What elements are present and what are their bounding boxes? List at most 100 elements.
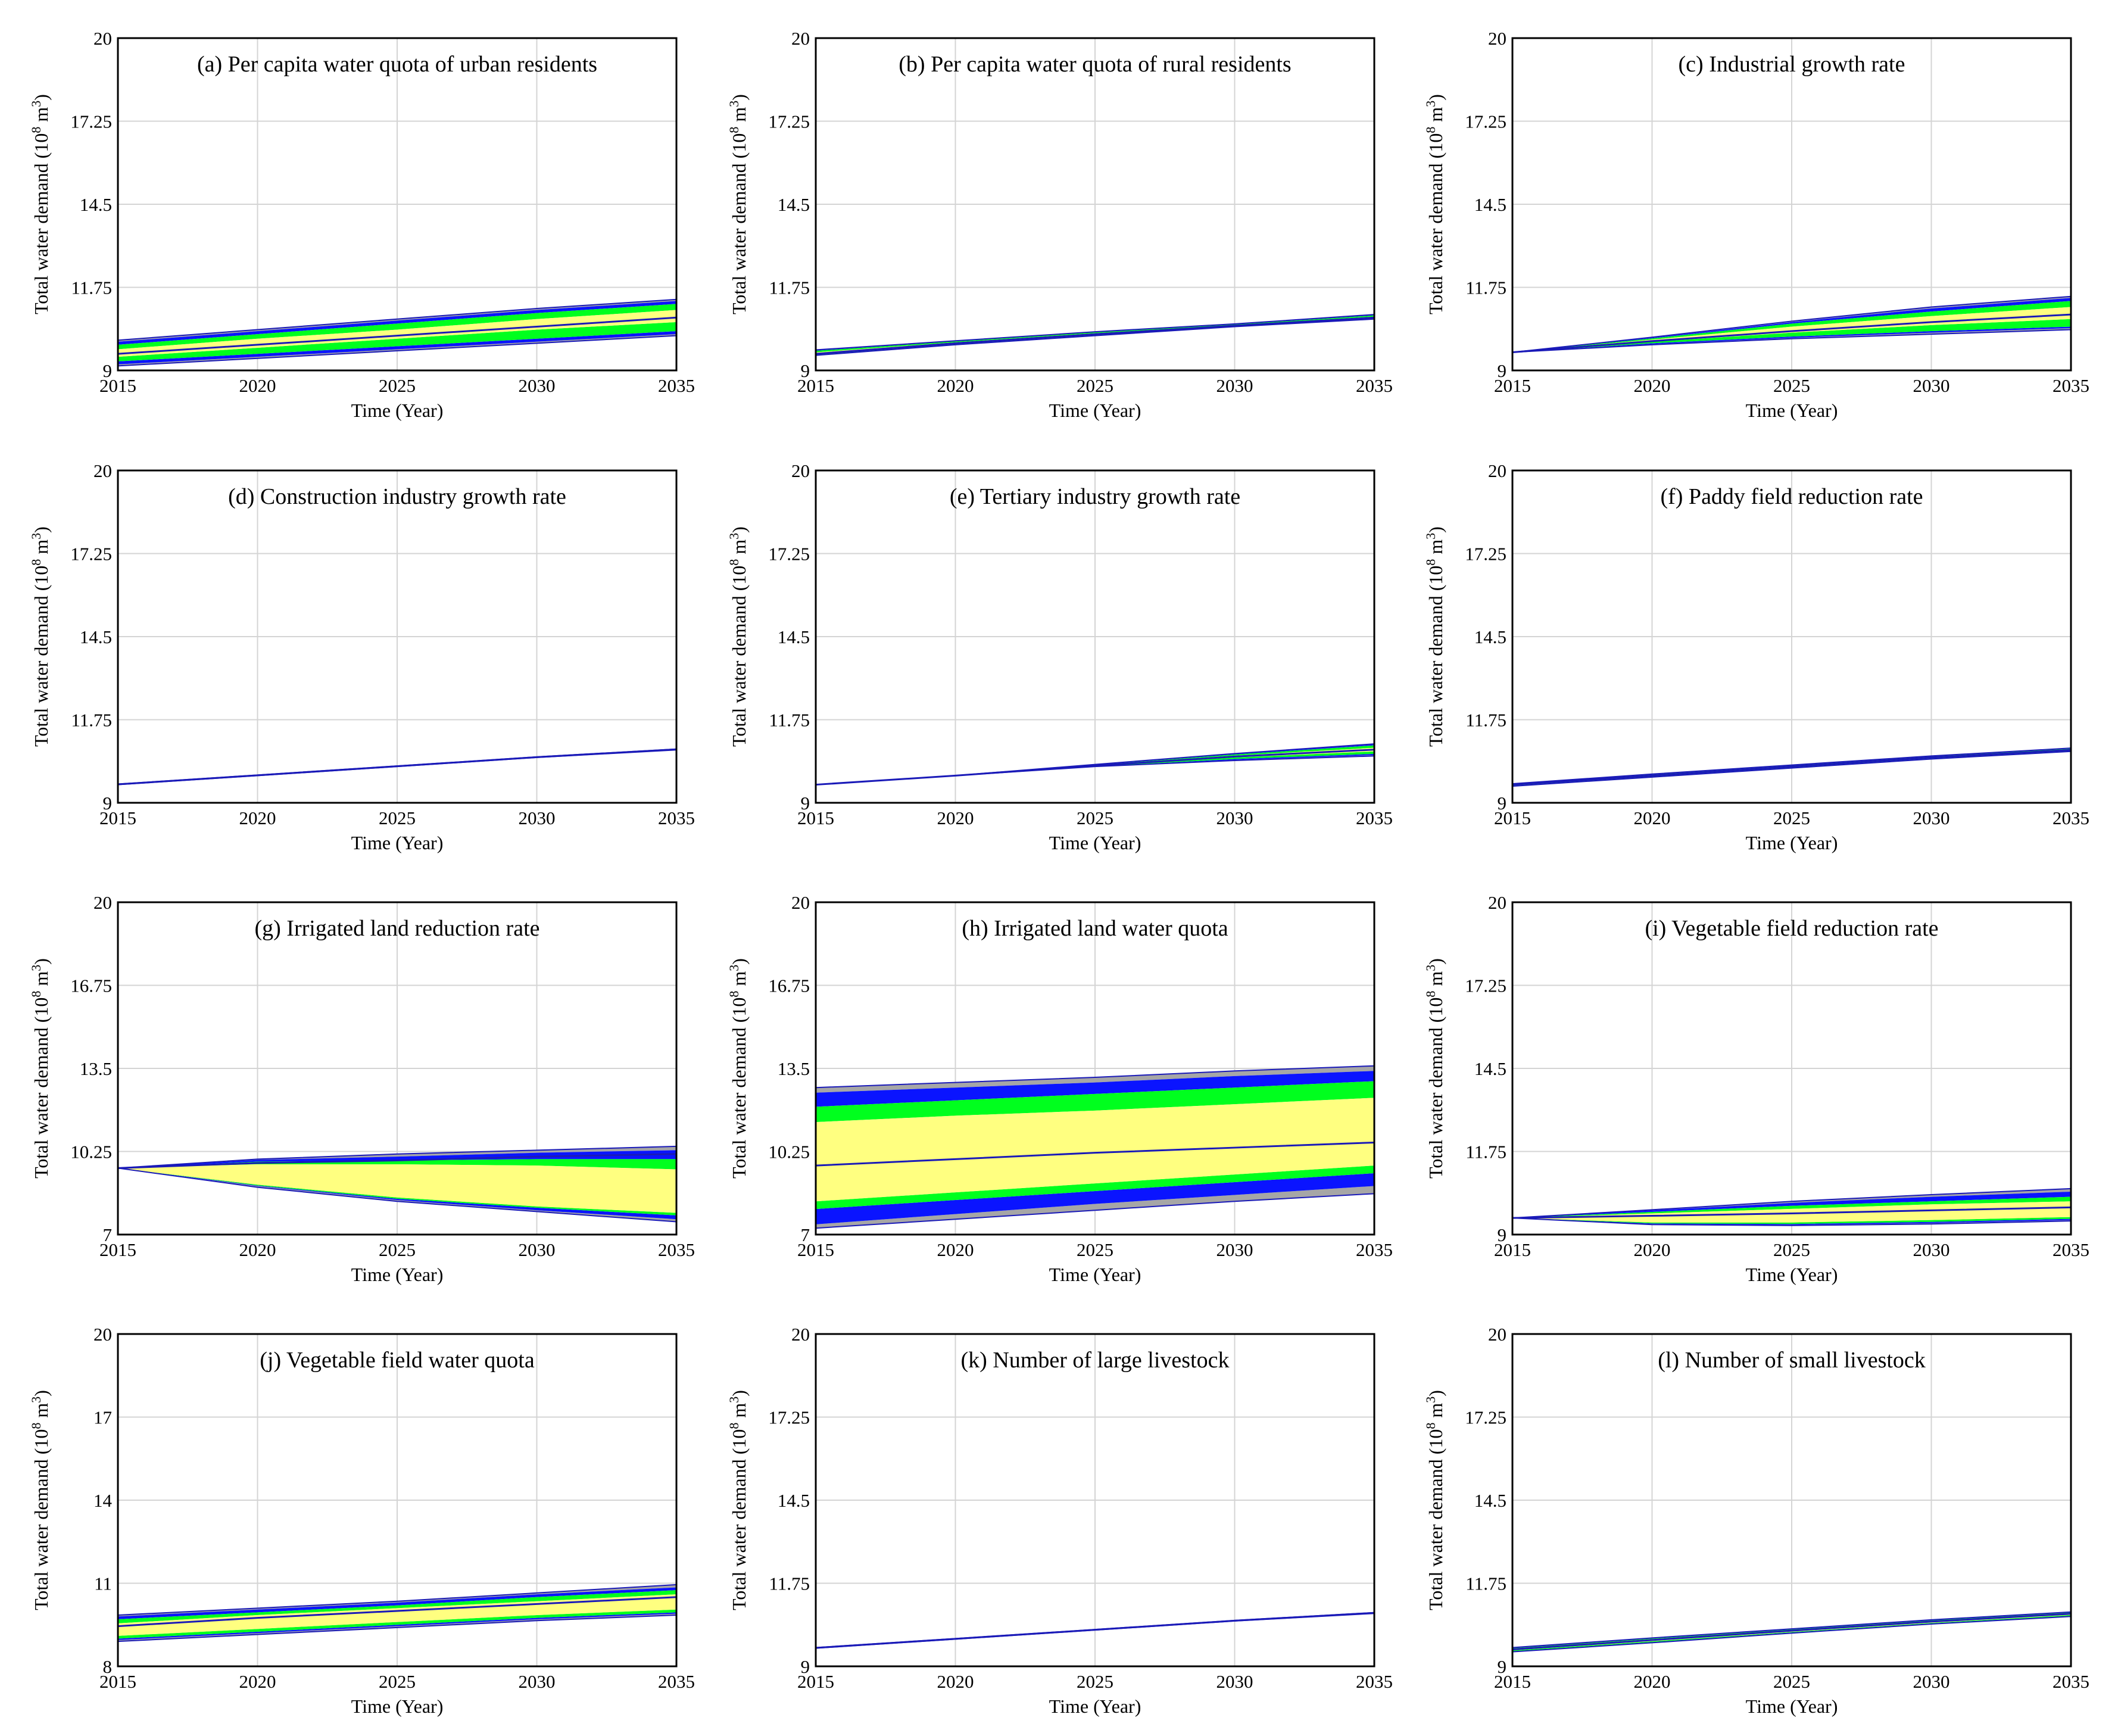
y-axis-label-part: 8 [29, 559, 43, 566]
median-line [1512, 749, 2072, 786]
band-95-lower [816, 753, 1374, 785]
lower-bound-line [1512, 1616, 2072, 1653]
upper-bound-line [1512, 295, 2072, 353]
x-tick-label: 2030 [1913, 808, 1950, 828]
chart-title: (f) Paddy field reduction rate [1660, 484, 1923, 509]
plot-frame [1511, 469, 2072, 804]
y-axis-label-part: m [728, 540, 750, 559]
x-tick-label: 2015 [99, 1671, 136, 1692]
band-75-upper [118, 304, 676, 350]
y-axis-label-part: m [728, 1403, 750, 1423]
plot-frame [1511, 901, 2072, 1236]
y-axis-label-part: 8 [726, 559, 741, 566]
y-tick-label: 11.75 [1465, 710, 1506, 731]
x-tick-label: 2025 [1077, 1239, 1113, 1260]
median-line [815, 316, 1375, 355]
x-tick-label: 2030 [519, 808, 556, 828]
x-tick-label: 2035 [1356, 1239, 1393, 1260]
y-tick-label: 14.5 [80, 627, 112, 647]
x-tick-label: 2035 [2053, 808, 2089, 828]
x-tick-label: 2030 [519, 375, 556, 396]
y-axis-label-part: m [728, 971, 750, 991]
band-75-lower [816, 1165, 1374, 1210]
band-outer-upper [1512, 1188, 2071, 1218]
y-tick-label: 9 [1498, 1656, 1507, 1677]
y-axis-label-part: 8 [29, 127, 43, 133]
chart-title: (a) Per capita water quota of urban resi… [197, 52, 597, 77]
y-axis-label-part: 8 [29, 991, 43, 998]
y-tick-label: 11.75 [71, 278, 112, 298]
x-tick-label: 2030 [1216, 1239, 1253, 1260]
y-tick-label: 11.75 [769, 710, 810, 731]
y-tick-label: 20 [791, 460, 810, 481]
median-line [1512, 313, 2072, 354]
y-tick-label: 9 [801, 1656, 810, 1677]
x-tick-label: 2015 [797, 1239, 834, 1260]
y-tick-label: 11.75 [71, 710, 112, 731]
x-tick-label: 2030 [519, 1239, 556, 1260]
y-axis-label-part: ) [30, 958, 52, 965]
band-75-lower [118, 1168, 676, 1215]
x-tick-label: 2035 [658, 808, 695, 828]
x-tick-label: 2015 [1494, 1239, 1531, 1260]
y-axis-label-part: 3 [29, 533, 43, 540]
x-tick-label: 2020 [937, 1239, 974, 1260]
y-tick-label: 14.5 [1474, 194, 1506, 215]
y-tick-label: 9 [1498, 360, 1507, 381]
x-tick-label: 2025 [379, 375, 416, 396]
upper-bound-line [815, 314, 1375, 351]
plot-frame [815, 469, 1375, 804]
x-tick-label: 2035 [2053, 1239, 2089, 1260]
y-tick-label: 20 [791, 28, 810, 49]
x-axis-label: Time (Year) [1746, 400, 1838, 421]
band-95-lower [118, 1168, 676, 1220]
x-tick-label: 2015 [797, 1671, 834, 1692]
x-axis-label: Time (Year) [1049, 1696, 1141, 1717]
band-outer-lower [118, 1168, 676, 1222]
band-95-upper [816, 1071, 1374, 1107]
lower-bound-line [1512, 750, 2072, 787]
median-line [1512, 1613, 2072, 1651]
upper-bound-line [117, 298, 677, 341]
upper-bound-line [1512, 747, 2072, 785]
y-axis-label-part: Total water demand (10 [30, 1429, 52, 1610]
band-outer-upper [1512, 296, 2071, 353]
y-tick-label: 17.25 [1465, 111, 1506, 132]
band-95-lower [1512, 1218, 2071, 1225]
y-axis-label-part: ) [728, 526, 750, 533]
x-tick-label: 2015 [1494, 1671, 1531, 1692]
y-tick-label: 20 [1488, 1324, 1506, 1345]
panel-a: 2015 2020 2025 2030 2035 9 11.75 14.5 17.25 20 (a)… [29, 28, 695, 421]
y-tick-label: 14.5 [1474, 627, 1506, 647]
panel-e: 2015 2020 2025 2030 2035 9 11.75 14.5 17.25 20 (e)… [726, 460, 1393, 853]
x-tick-label: 2015 [99, 1239, 136, 1260]
y-axis-label-part: m [30, 1403, 52, 1423]
lower-bound-line [815, 1193, 1375, 1229]
y-axis-label-part: 8 [726, 991, 741, 998]
y-axis-label: Total water demand (108 m3) [1423, 94, 1446, 314]
x-tick-label: 2020 [937, 808, 974, 828]
x-tick-label: 2035 [658, 1239, 695, 1260]
y-axis-label-part: Total water demand (10 [1425, 133, 1446, 314]
x-tick-label: 2015 [1494, 808, 1531, 828]
median-line [117, 1153, 677, 1169]
chart-title: (d) Construction industry growth rate [228, 484, 566, 509]
lower-bound-line [117, 1167, 677, 1223]
y-axis-label: Total water demand (108 m3) [1423, 1390, 1446, 1610]
y-axis-label-part: ) [1425, 94, 1446, 101]
x-tick-label: 2020 [239, 808, 276, 828]
y-tick-label: 20 [791, 892, 810, 913]
y-tick-label: 9 [103, 793, 113, 814]
band-95-upper [816, 744, 1374, 785]
y-axis-label-part: Total water demand (10 [1425, 566, 1446, 747]
y-tick-label: 20 [93, 460, 112, 481]
y-axis-label-part: 8 [1423, 127, 1438, 133]
y-tick-label: 17.25 [70, 111, 112, 132]
y-tick-label: 14.5 [778, 627, 810, 647]
x-tick-label: 2030 [1216, 375, 1253, 396]
y-tick-label: 20 [1488, 28, 1506, 49]
y-axis-label-part: Total water demand (10 [728, 998, 750, 1179]
y-axis-label-part: m [1425, 971, 1446, 991]
x-tick-label: 2030 [1216, 808, 1253, 828]
y-tick-label: 20 [93, 28, 112, 49]
